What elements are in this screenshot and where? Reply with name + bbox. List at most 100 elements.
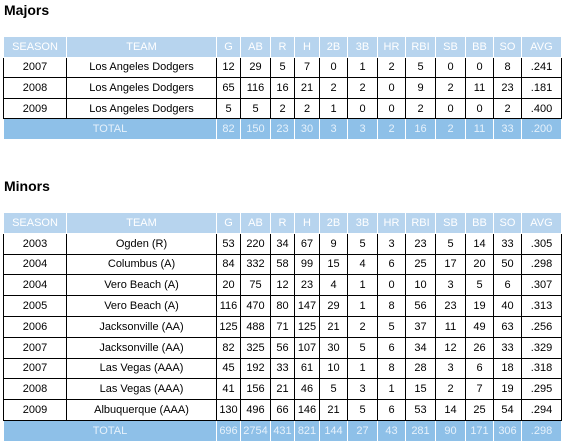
data-cell: 0 [319,56,348,79]
data-cell: 0 [465,97,494,120]
data-cell: 1 [377,378,406,401]
data-cell: 8 [377,357,406,380]
data-cell: .298 [521,253,562,276]
data-cell: 0 [435,97,466,120]
data-cell: 3 [435,274,466,297]
data-cell: 2004 [3,253,67,276]
data-cell: 8 [493,56,522,79]
data-cell: 0 [377,77,406,99]
total-cell: 3 [347,118,378,140]
data-cell: 20 [465,253,494,276]
total-cell: 150 [240,118,271,140]
data-cell: 6 [377,399,406,421]
total-cell: 2 [377,118,406,140]
data-cell: 1 [347,274,378,297]
total-row: TOTAL 696 2754 431 821 144 27 43 281 90 171 306.298 [3,419,562,442]
data-row: 2005 Vero Beach (A) 116 470 80 147 29 1 8 56 23 19 4… [3,295,562,317]
header-cell: TEAM [66,212,217,234]
data-cell: 2 [319,77,348,99]
data-cell: Las Vegas (AAA) [66,378,217,401]
data-cell: 56 [270,336,295,359]
data-cell: 130 [216,399,241,421]
header-cell: 3B [347,212,378,234]
data-cell: 75 [240,274,271,297]
header-cell: 2B [319,212,348,234]
data-cell: 1 [347,56,378,79]
data-cell: 2007 [3,336,67,359]
total-cell: 2754 [240,419,271,442]
data-cell: 2007 [3,56,67,79]
data-cell: 325 [240,336,271,359]
total-cell: 16 [405,118,436,140]
total-cell: 281 [405,419,436,442]
data-cell: 5 [347,336,378,359]
data-cell: 125 [294,315,320,338]
total-cell: 144 [319,419,348,442]
data-cell: 2 [435,378,466,401]
data-cell: .241 [521,56,562,79]
data-cell: 63 [493,315,522,338]
total-row: TOTAL 82 150 23 30 3 3 2 16 2 11 33.200 [3,118,562,140]
data-cell: 4 [319,274,348,297]
data-cell: 125 [216,315,241,338]
data-cell: 8 [377,295,406,317]
data-cell: .313 [521,295,562,317]
total-cell: 171 [465,419,494,442]
data-cell: 82 [216,336,241,359]
data-cell: 11 [465,77,494,99]
total-cell: 90 [435,419,466,442]
header-cell: SB [435,212,466,234]
data-cell: 34 [270,232,295,255]
data-cell: 14 [465,232,494,255]
total-cell: 30 [294,118,320,140]
data-cell: 2 [377,56,406,79]
data-cell: 2008 [3,378,67,401]
data-cell: 2009 [3,399,67,421]
data-cell: 19 [465,295,494,317]
data-cell: 58 [270,253,295,276]
total-cell: 2 [435,118,466,140]
data-row: 2003 Ogden (R) 53 220 34 67 9 5 3 23 5 14 33.305 [3,232,562,255]
data-cell: 5 [347,399,378,421]
data-cell: 12 [216,56,241,79]
data-cell: Albuquerque (AAA) [66,399,217,421]
data-cell: 2 [435,77,466,99]
data-cell: 53 [405,399,436,421]
data-cell: 5 [435,232,466,255]
data-cell: 7 [465,378,494,401]
data-cell: 84 [216,253,241,276]
header-cell: AVG [521,36,562,58]
header-cell: G [216,212,241,234]
data-cell: 29 [240,56,271,79]
data-row: 2008 Los Angeles Dodgers 65 116 16 21 2 2 0 9 2 11 2… [3,77,562,99]
data-cell: 2 [270,97,295,120]
data-cell: Columbus (A) [66,253,217,276]
data-cell: 1 [319,97,348,120]
data-cell: Ogden (R) [66,232,217,255]
data-cell: 41 [216,378,241,401]
data-cell: Jacksonville (AA) [66,315,217,338]
data-cell: 156 [240,378,271,401]
total-cell: .298 [521,419,562,442]
data-cell: 5 [465,274,494,297]
data-cell: 17 [435,253,466,276]
header-cell: HR [377,212,406,234]
header-row: SEASON TEAM G AB R H 2B 3B HR RBI SB BB SO AVG [3,36,562,58]
data-cell: .400 [521,97,562,120]
data-cell: 37 [405,315,436,338]
data-cell: 7 [294,56,320,79]
data-cell: Los Angeles Dodgers [66,97,217,120]
data-row: 2007 Jacksonville (AA) 82 325 56 107 30 5 6 34 12 2… [3,336,562,359]
data-cell: 9 [319,232,348,255]
data-cell: 30 [319,336,348,359]
data-cell: 66 [270,399,295,421]
data-cell: 12 [270,274,295,297]
stats-table: SEASON TEAM G AB R H 2B 3B HR RBI SB BB SO AVG 2007 Los… [3,36,562,140]
data-cell: 2004 [3,274,67,297]
data-cell: 116 [240,77,271,99]
data-cell: 6 [377,336,406,359]
header-cell: AVG [521,212,562,234]
section-title: Majors [4,2,50,18]
data-cell: 21 [294,77,320,99]
data-cell: 71 [270,315,295,338]
